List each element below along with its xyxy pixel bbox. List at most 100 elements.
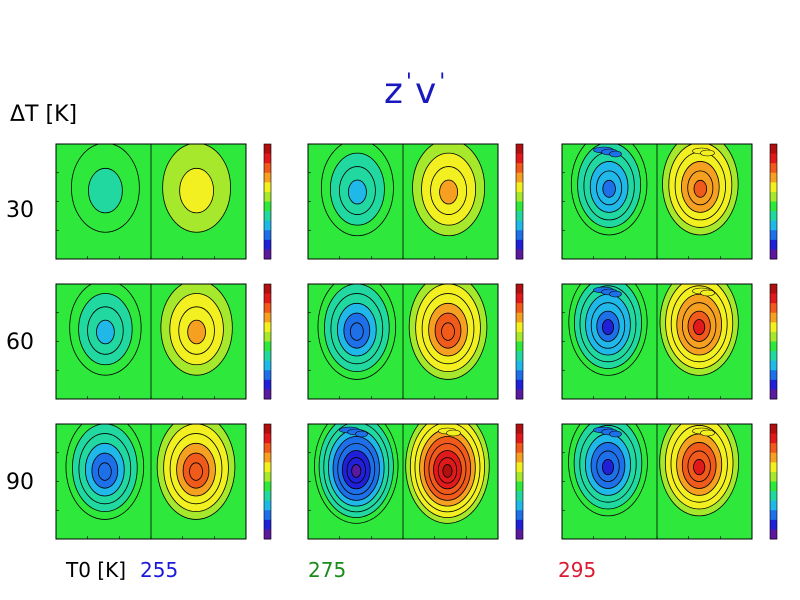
figure-title: z'v' <box>384 70 447 112</box>
positive-contour <box>439 179 459 205</box>
colorbar-swatch <box>516 284 523 295</box>
colorbar-swatch <box>516 443 523 454</box>
colorbar-swatch <box>770 351 777 362</box>
col-label-275: 275 <box>308 558 347 582</box>
colorbar-swatch <box>516 379 523 390</box>
colorbar-swatch <box>264 303 271 314</box>
colorbar-swatch <box>264 433 271 444</box>
colorbar-swatch <box>516 510 523 521</box>
colorbar-swatch <box>770 249 777 260</box>
positive-contour <box>693 319 706 336</box>
positive-contour <box>189 462 203 481</box>
negative-contour <box>347 179 367 205</box>
colorbar-swatch <box>264 424 271 435</box>
colorbar-swatch <box>264 370 271 381</box>
colorbar-swatch <box>264 191 271 202</box>
colorbar-swatch <box>264 510 271 521</box>
colorbar-swatch <box>264 230 271 241</box>
colorbar-swatch <box>770 424 777 435</box>
colorbar-swatch <box>516 360 523 371</box>
colorbar-swatch <box>264 220 271 231</box>
contour-panel-r1-c0 <box>55 283 272 400</box>
row-label-90: 90 <box>6 470 34 495</box>
colorbar-swatch <box>264 519 271 530</box>
colorbar-swatch <box>770 519 777 530</box>
colorbar-swatch <box>516 293 523 304</box>
colorbar-swatch <box>264 211 271 222</box>
colorbar-swatch <box>770 341 777 352</box>
upper-level-contour <box>355 430 368 438</box>
colorbar-swatch <box>516 239 523 250</box>
colorbar-swatch <box>516 452 523 463</box>
colorbar-swatch <box>516 172 523 183</box>
colorbar-swatch <box>770 312 777 323</box>
colorbar-swatch <box>264 239 271 250</box>
row-label-30: 30 <box>6 198 34 223</box>
colorbar-swatch <box>264 312 271 323</box>
colorbar-swatch <box>264 249 271 260</box>
colorbar-swatch <box>516 529 523 540</box>
colorbar-swatch <box>264 341 271 352</box>
upper-level-contour <box>700 429 715 437</box>
negative-contour <box>601 319 614 336</box>
col-label-295: 295 <box>558 558 597 582</box>
colorbar-swatch <box>516 500 523 511</box>
negative-contour <box>351 464 362 478</box>
colorbar-swatch <box>770 481 777 492</box>
upper-level-contour <box>609 150 622 158</box>
colorbar-swatch <box>264 144 271 155</box>
negative-contour <box>349 322 364 341</box>
colorbar-swatch <box>770 433 777 444</box>
colorbar-swatch <box>770 331 777 342</box>
row-label-60: 60 <box>6 330 34 355</box>
colorbar-swatch <box>770 220 777 231</box>
colorbar-frame <box>263 143 272 260</box>
colorbar-swatch <box>516 153 523 164</box>
colorbar-swatch <box>770 163 777 174</box>
colorbar-swatch <box>516 163 523 174</box>
colorbar-swatch <box>770 284 777 295</box>
colorbar-swatch <box>516 201 523 212</box>
colorbar-swatch <box>516 249 523 260</box>
negative-contour <box>88 167 123 214</box>
colorbar-swatch <box>770 471 777 482</box>
colorbar-swatch <box>516 303 523 314</box>
positive-contour <box>693 459 706 476</box>
colorbar-swatch <box>516 220 523 231</box>
colorbar-swatch <box>264 379 271 390</box>
colorbar-swatch <box>770 443 777 454</box>
colorbar-swatch <box>516 471 523 482</box>
colorbar-swatch <box>516 351 523 362</box>
colorbar-swatch <box>264 201 271 212</box>
colorbar-swatch <box>516 519 523 530</box>
positive-contour <box>187 319 206 345</box>
colorbar-swatch <box>770 191 777 202</box>
colorbar-swatch <box>770 239 777 250</box>
colorbar-swatch <box>516 491 523 502</box>
contour-panel-r2-c1 <box>307 423 524 540</box>
colorbar-swatch <box>770 303 777 314</box>
colorbar-swatch <box>516 481 523 492</box>
positive-contour <box>442 464 453 478</box>
colorbar-swatch <box>516 182 523 193</box>
colorbar-swatch <box>516 312 523 323</box>
contour-panel-r0-c1 <box>307 143 524 260</box>
colorbar-swatch <box>264 331 271 342</box>
colorbar-swatch <box>770 230 777 241</box>
colorbar-swatch <box>516 322 523 333</box>
colorbar-swatch <box>770 370 777 381</box>
colorbar-swatch <box>264 500 271 511</box>
colorbar-swatch <box>770 491 777 502</box>
colorbar-swatch <box>770 379 777 390</box>
colorbar-swatch <box>264 462 271 473</box>
upper-level-contour <box>446 429 461 437</box>
colorbar-swatch <box>516 389 523 400</box>
contour-panel-r0-c2 <box>561 143 778 260</box>
contour-panel-r1-c1 <box>307 283 524 400</box>
colorbar-swatch <box>264 293 271 304</box>
colorbar-swatch <box>770 360 777 371</box>
colorbar-swatch <box>516 370 523 381</box>
colorbar-swatch <box>770 172 777 183</box>
row-axis-label: ΔT [K] <box>10 102 78 127</box>
colorbar-frame <box>515 283 524 400</box>
